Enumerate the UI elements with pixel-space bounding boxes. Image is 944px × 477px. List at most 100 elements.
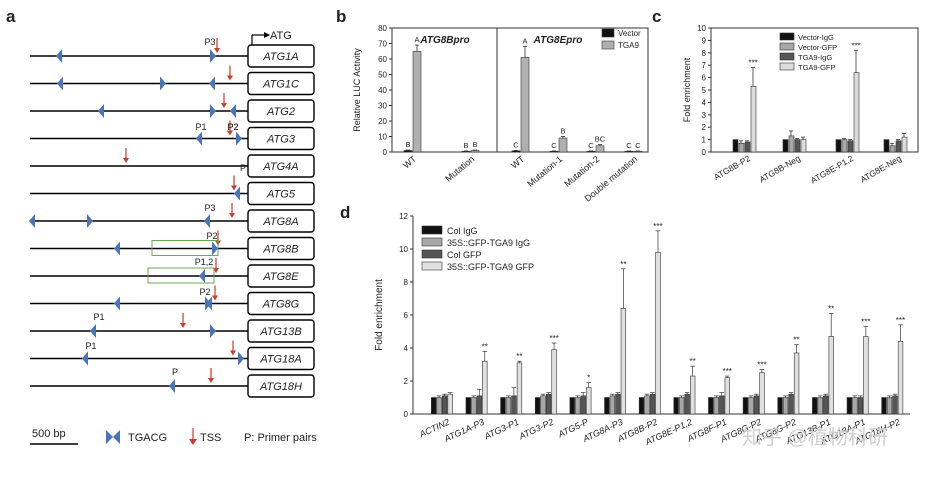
significance-mark: **	[690, 357, 696, 366]
gene-box	[247, 264, 315, 288]
bar	[841, 139, 848, 153]
atg-marker-label: ATG	[270, 30, 292, 42]
bar	[511, 395, 517, 415]
tgacg-motif-icon	[113, 430, 120, 444]
bar	[436, 397, 442, 415]
bar	[889, 145, 896, 153]
significance-mark: ***	[653, 222, 662, 231]
y-tick-label: 5	[702, 86, 707, 95]
legend-label: TGA9-IgG	[798, 53, 832, 62]
gene-box	[247, 236, 315, 261]
panel-a-legend: 500 bp TGACG TSS P: Primer pairs	[30, 428, 317, 445]
gene-name: ATG18A	[259, 354, 301, 366]
x-tick-label: Mutation-1	[525, 154, 564, 189]
x-tick-label: WT	[509, 154, 527, 171]
significance-mark: ***	[851, 41, 860, 50]
gene-box	[247, 154, 315, 178]
significance-mark: ***	[748, 59, 757, 68]
tgacg-motif-icon	[82, 351, 88, 366]
bar	[901, 136, 908, 153]
tss-arrowhead-icon	[189, 439, 197, 445]
tgacg-motif-icon	[169, 379, 175, 393]
tgacg-motif-icon	[29, 214, 35, 228]
gene-box	[247, 44, 315, 68]
bar	[846, 397, 853, 415]
bar	[655, 252, 661, 415]
legend-label: TGA9	[618, 41, 639, 50]
bar	[673, 397, 679, 415]
bar	[794, 139, 801, 153]
significance-mark: **	[793, 336, 799, 345]
tss-arrowhead-icon	[230, 350, 236, 356]
primer-label: P1	[195, 122, 206, 132]
tss-arrowhead-icon	[221, 103, 227, 108]
watermark: 知乎 @植物科研	[742, 426, 888, 449]
y-tick-label: 2	[404, 377, 409, 386]
gene-box	[247, 346, 315, 371]
panel-c-chart: 0 1 2 3 4 5 6 7 8 9 10 Fold enrichment *** *** ATG8B-P…	[682, 24, 919, 186]
primer-label: P	[240, 163, 246, 173]
y-tick-label: 4	[702, 98, 707, 107]
primer-label: P2	[227, 122, 238, 132]
legend-label: Vector-IgG	[798, 33, 834, 42]
legend-swatch	[421, 261, 443, 271]
significance-letter: B	[560, 127, 565, 136]
y-axis-label: Fold enrichment	[374, 279, 385, 351]
tss-arrowhead-icon	[208, 378, 214, 383]
tgacg-motif-icon	[114, 241, 120, 256]
x-tick-label: ATG8E-P1,2	[809, 153, 855, 186]
significance-letter: A	[522, 37, 527, 46]
bar	[604, 397, 610, 415]
bar	[800, 139, 807, 153]
significance-mark: **	[482, 342, 488, 351]
bar	[569, 397, 575, 415]
y-axis-label: Relative LUC Activity	[352, 48, 362, 132]
motif-legend-label: TGACG	[128, 432, 167, 444]
bar	[442, 395, 448, 415]
bar	[742, 397, 749, 415]
legend-label: 35S::GFP-TGA9 IgG	[447, 238, 530, 248]
bar	[852, 397, 858, 415]
panel-a-label: a	[6, 7, 16, 26]
bar	[690, 375, 696, 415]
tss-arrowhead-icon	[214, 48, 220, 53]
y-tick-label: 1	[702, 136, 707, 145]
significance-letter: C	[551, 141, 557, 150]
bar	[615, 393, 621, 415]
tgacg-motif-icon	[230, 104, 236, 118]
bar	[633, 150, 643, 153]
tgacg-motif-icon	[98, 104, 104, 118]
bar	[609, 395, 616, 415]
legend-swatch	[779, 32, 795, 41]
tss-legend-label: TSS	[200, 432, 221, 444]
y-tick-label: 6	[702, 74, 707, 83]
tgacg-motif-icon	[199, 269, 205, 283]
legend-swatch	[421, 249, 443, 259]
gene-box	[247, 209, 315, 233]
bar	[719, 395, 725, 415]
significance-mark: *	[587, 374, 590, 383]
significance-letter: C	[513, 140, 519, 149]
legend-swatch	[779, 42, 795, 51]
significance-letter: C	[626, 141, 632, 150]
gene-name: ATG4A	[262, 161, 298, 173]
legend-label: Col IgG	[447, 226, 478, 236]
bar	[649, 393, 656, 415]
y-tick-label: 20	[378, 117, 387, 126]
bar	[883, 139, 890, 153]
primer-region-box	[147, 267, 215, 284]
tgacg-motif-icon	[238, 351, 244, 366]
gene-name: ATG8G	[262, 299, 300, 311]
significance-mark: ***	[861, 318, 870, 327]
bar	[750, 85, 757, 153]
gene-box	[247, 71, 315, 96]
bar	[835, 139, 842, 153]
legend-swatch	[421, 225, 443, 235]
y-tick-label: 0	[383, 148, 388, 157]
tss-arrowhead-icon	[227, 130, 233, 136]
bar	[732, 139, 739, 153]
y-tick-label: 70	[378, 40, 387, 49]
bar	[516, 362, 523, 415]
